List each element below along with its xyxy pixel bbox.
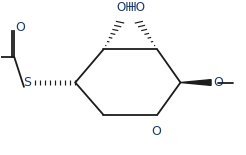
Text: O: O: [151, 125, 161, 138]
Text: HO: HO: [127, 1, 145, 14]
Text: S: S: [24, 76, 31, 89]
Text: OH: OH: [116, 1, 134, 14]
Text: O: O: [15, 21, 25, 34]
Polygon shape: [181, 80, 211, 85]
Text: O: O: [214, 76, 223, 89]
